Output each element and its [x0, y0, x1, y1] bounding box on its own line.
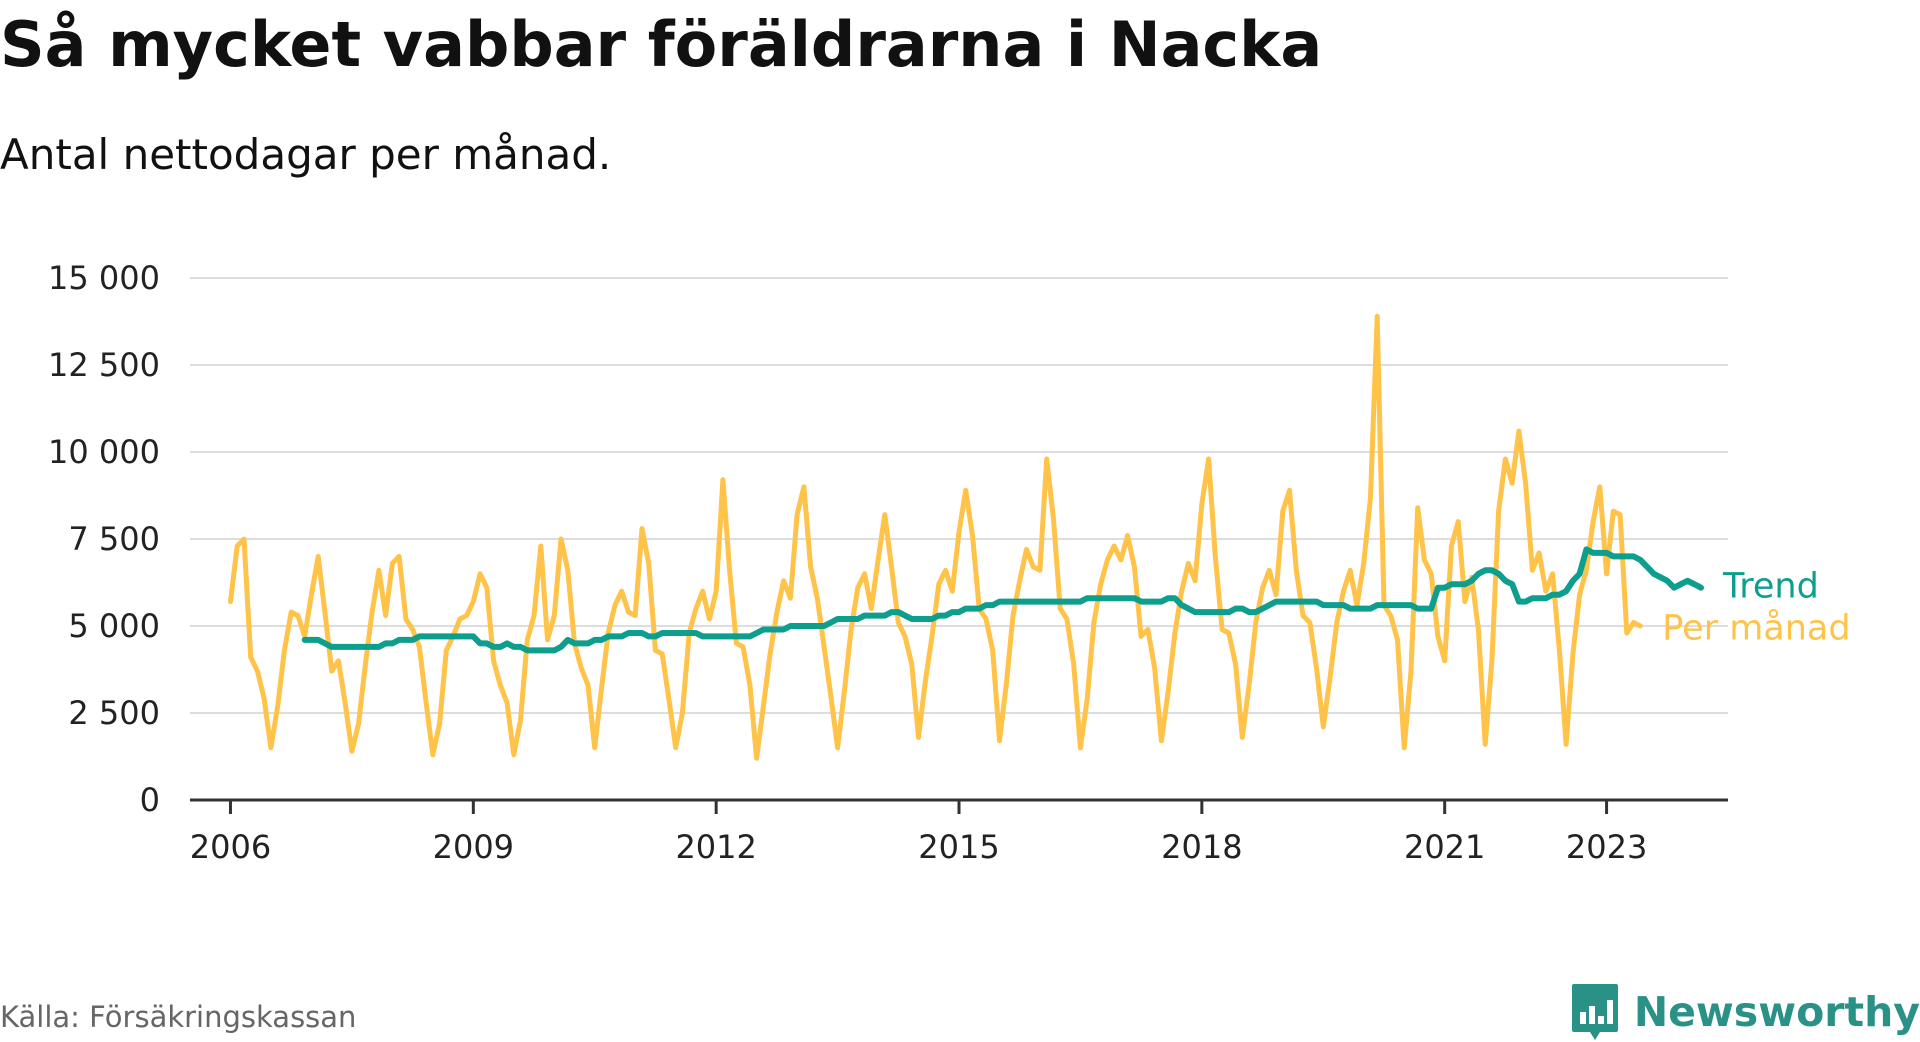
brand-logo: Newsworthy — [1570, 982, 1920, 1042]
newsworthy-logo-icon — [1571, 984, 1618, 1040]
chart-title: Så mycket vabbar föräldrarna i Nacka — [0, 8, 1323, 81]
y-tick-label: 0 — [140, 781, 160, 819]
series-end-label-per-manad: Per månad — [1662, 608, 1850, 649]
x-tick-label: 2021 — [1404, 828, 1485, 866]
series-lines — [228, 313, 1704, 761]
x-tick-label: 2023 — [1566, 828, 1647, 866]
x-tick-label: 2018 — [1161, 828, 1242, 866]
x-tick-label: 2006 — [190, 828, 271, 866]
brand-name: Newsworthy — [1633, 988, 1920, 1036]
y-tick-label: 10 000 — [48, 433, 160, 471]
chart-subtitle: Antal nettodagar per månad. — [0, 130, 612, 179]
y-tick-label: 2 500 — [68, 694, 160, 732]
y-tick-label: 12 500 — [48, 346, 160, 384]
series-line-per-manad — [228, 313, 1643, 761]
y-tick-label: 5 000 — [68, 607, 160, 645]
y-tick-label: 15 000 — [48, 259, 160, 297]
y-tick-label: 7 500 — [68, 520, 160, 558]
x-tick-label: 2009 — [433, 828, 514, 866]
x-tick-label: 2012 — [675, 828, 756, 866]
y-axis-ticks: 0 2 500 5 000 7 500 10 000 12 500 15 000 — [48, 259, 160, 819]
x-tick-label: 2015 — [918, 828, 999, 866]
x-axis-ticks: 2006 2009 2012 2015 2018 2021 2023 — [190, 800, 1647, 866]
series-line-trend — [301, 546, 1704, 654]
source-note: Källa: Försäkringskassan — [0, 1000, 357, 1034]
series-end-label-trend: Trend — [1722, 567, 1819, 607]
